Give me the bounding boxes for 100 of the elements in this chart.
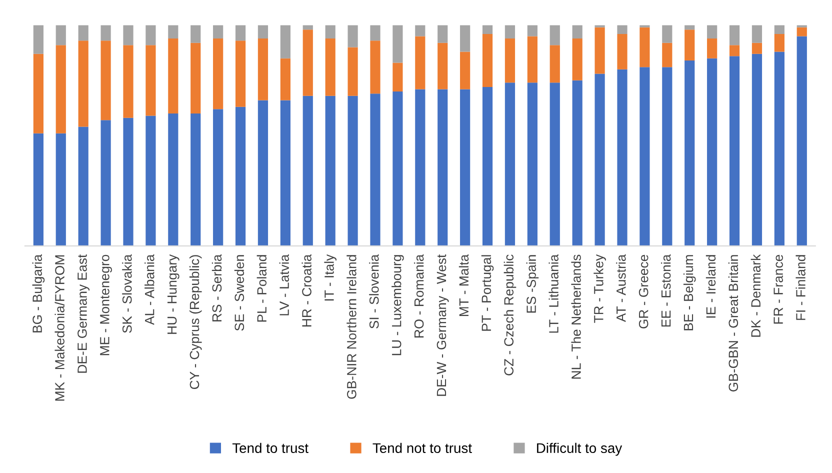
bar xyxy=(550,45,560,83)
x-tick-label: ME - Montenegro xyxy=(100,254,112,356)
x-tick-label: SE - Sweden xyxy=(234,255,244,331)
bar xyxy=(415,36,426,90)
x-tick-label: MT - Malta xyxy=(458,254,469,316)
bar xyxy=(235,40,246,107)
legend-label: Tend not to trust xyxy=(372,442,472,454)
x-tick-label: AL - Albania xyxy=(144,254,154,325)
bar xyxy=(348,25,358,48)
bar xyxy=(348,47,358,96)
bar xyxy=(213,25,224,38)
bar xyxy=(729,25,740,46)
bar xyxy=(325,38,336,96)
bar xyxy=(527,36,538,83)
bar xyxy=(33,54,44,134)
bar xyxy=(550,25,560,46)
bar xyxy=(78,40,88,127)
bar xyxy=(123,45,134,118)
bar xyxy=(302,30,313,96)
x-tick-label: CY - Cyprus (Republic) xyxy=(189,255,202,390)
bar xyxy=(235,106,246,246)
x-tick-label: GB-NIR Northern Ireland xyxy=(346,255,356,399)
x-tick-label: FI - Finland xyxy=(796,255,806,320)
x-tick-label: RS - Serbia xyxy=(212,254,222,322)
x-tick-label: GB-GBN - Great Britain xyxy=(728,255,738,392)
bar xyxy=(504,25,516,38)
x-tick-label: EE - Estonia xyxy=(661,254,671,327)
bar xyxy=(146,116,156,246)
bar xyxy=(572,25,582,38)
bar xyxy=(504,38,516,83)
bar xyxy=(100,120,111,246)
bar xyxy=(504,82,516,246)
bar xyxy=(438,89,448,246)
bar xyxy=(280,58,290,100)
bar xyxy=(796,27,807,36)
bar xyxy=(100,25,111,41)
bar xyxy=(640,27,650,68)
bar xyxy=(325,96,336,246)
bar xyxy=(370,94,380,246)
bar xyxy=(168,25,178,38)
bar xyxy=(235,25,246,41)
bar xyxy=(527,82,538,246)
bar xyxy=(752,54,762,246)
bar xyxy=(392,62,403,92)
bar xyxy=(438,42,448,90)
bar xyxy=(415,89,426,246)
bar xyxy=(258,100,268,246)
bar xyxy=(146,45,156,116)
bar xyxy=(796,36,807,246)
x-tick-label: CZ - Czech Republic xyxy=(504,254,516,376)
bar xyxy=(752,25,762,43)
bar xyxy=(617,34,628,70)
bar xyxy=(729,56,740,246)
x-tick-label: IT - Italy xyxy=(324,254,336,300)
x-tick-label: HU - Hungary xyxy=(167,254,180,334)
bar xyxy=(280,100,290,246)
bar xyxy=(392,91,403,246)
bar xyxy=(617,69,628,246)
x-tick-label: MK - Makedonia/FYROM xyxy=(54,255,64,401)
bar xyxy=(78,25,88,41)
x-tick-label: LT - Lithuania xyxy=(548,254,558,333)
bar xyxy=(482,25,493,34)
bar xyxy=(168,114,178,246)
bar xyxy=(33,133,44,246)
x-tick-label: ES -Spain xyxy=(526,255,539,313)
bar xyxy=(56,25,66,46)
bar xyxy=(168,38,178,114)
bar xyxy=(684,30,695,61)
x-tick-label: AT - Austria xyxy=(616,254,626,322)
x-tick-label: BG - Bulgaria xyxy=(32,254,45,332)
x-tick-label: DK - Denmark xyxy=(750,254,761,337)
bar xyxy=(774,52,784,246)
bar xyxy=(460,25,470,52)
bar xyxy=(392,25,403,63)
bar xyxy=(662,42,672,68)
bar xyxy=(662,25,672,43)
bar xyxy=(123,118,134,246)
bar xyxy=(56,45,66,134)
x-tick-label: NL - The Netherlands xyxy=(571,254,581,379)
bar xyxy=(123,25,134,46)
bar xyxy=(550,82,560,246)
bar xyxy=(190,42,201,114)
x-tick-label: LU - Luxembourg xyxy=(392,255,404,356)
bar xyxy=(78,126,88,246)
bar xyxy=(640,67,650,246)
bar xyxy=(258,38,268,100)
bar xyxy=(707,58,718,246)
bar xyxy=(348,96,358,246)
x-tick-label: DE-E Germany East xyxy=(78,254,90,373)
x-tick-label: RO - Romania xyxy=(414,254,424,338)
bar xyxy=(482,34,493,88)
bar xyxy=(56,133,66,246)
bar xyxy=(572,80,582,246)
bar xyxy=(415,25,426,36)
x-tick-label: HR - Croatia xyxy=(302,254,312,327)
bar xyxy=(572,38,582,80)
bar xyxy=(190,25,201,43)
bar xyxy=(302,96,313,246)
bar xyxy=(460,89,470,246)
bar xyxy=(370,40,380,94)
